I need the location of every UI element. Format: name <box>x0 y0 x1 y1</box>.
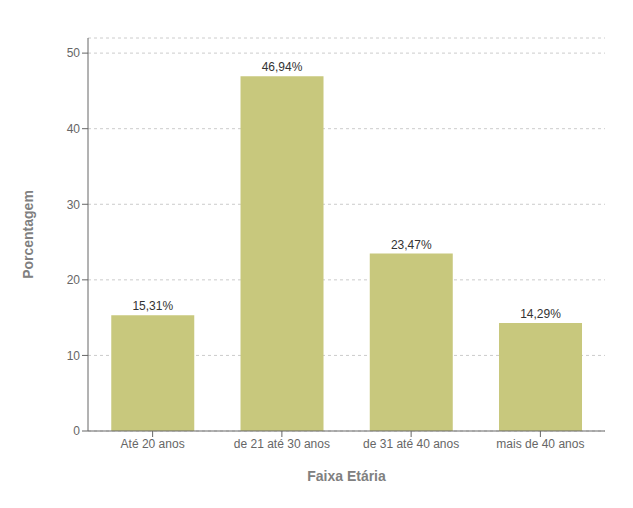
svg-text:30: 30 <box>67 198 81 212</box>
svg-text:40: 40 <box>67 122 81 136</box>
svg-text:23,47%: 23,47% <box>391 238 432 252</box>
svg-text:mais de 40 anos: mais de 40 anos <box>496 437 584 451</box>
svg-text:46,94%: 46,94% <box>262 60 303 74</box>
svg-text:50: 50 <box>67 46 81 60</box>
svg-text:20: 20 <box>67 273 81 287</box>
svg-text:de 21 até 30 anos: de 21 até 30 anos <box>234 437 330 451</box>
svg-text:14,29%: 14,29% <box>520 307 561 321</box>
svg-text:Até 20 anos: Até 20 anos <box>121 437 185 451</box>
svg-text:de 31 até 40 anos: de 31 até 40 anos <box>363 437 459 451</box>
svg-text:10: 10 <box>67 349 81 363</box>
svg-text:Porcentagem: Porcentagem <box>20 190 36 279</box>
svg-text:0: 0 <box>73 424 80 438</box>
svg-text:Faixa Etária: Faixa Etária <box>307 468 386 484</box>
svg-text:15,31%: 15,31% <box>132 299 173 313</box>
